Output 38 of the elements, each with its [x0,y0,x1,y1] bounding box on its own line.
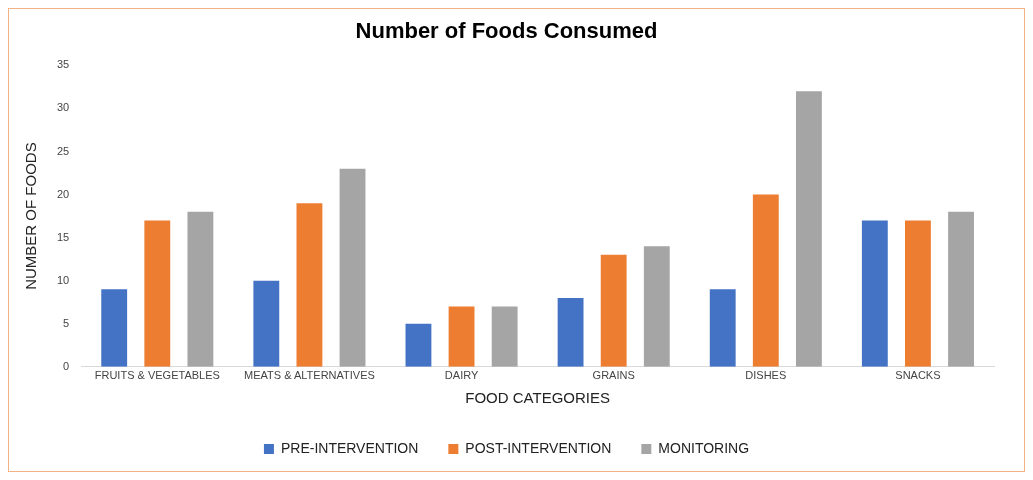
bar [861,220,888,367]
legend-label: POST-INTERVENTION [465,439,612,456]
legend-label: MONITORING [658,439,750,456]
bar [339,168,366,367]
bar [600,254,627,367]
bar [253,280,280,367]
bar [101,289,128,367]
y-axis-title: NUMBER OF FOODS [22,142,40,290]
x-axis-title: FOOD CATEGORIES [465,389,610,407]
bar [752,194,779,367]
x-tick-label: MEATS & ALTERNATIVES [244,369,375,382]
bar [144,220,171,367]
y-tick-label: 0 [63,359,70,372]
chart-title: Number of Foods Consumed [355,18,658,44]
bar [296,203,323,367]
y-tick-label: 5 [63,316,70,329]
x-tick-label: DAIRY [444,369,479,382]
bar [709,289,736,367]
bar [905,220,931,367]
x-tick-label: FRUITS & VEGETABLES [94,369,220,382]
y-tick-label: 10 [56,273,70,286]
bar [795,91,822,367]
bar [405,323,432,367]
bar [491,306,518,367]
bar [187,211,214,367]
y-tick-label: 15 [56,230,70,243]
x-tick-label: DISHES [745,369,787,382]
x-tick-label: GRAINS [592,369,635,382]
y-tick-label: 35 [56,58,70,71]
bar [948,211,974,367]
y-tick-label: 30 [56,101,70,114]
bar [448,306,475,367]
x-tick-label: SNACKS [895,369,941,382]
bar [643,246,670,367]
y-tick-label: 20 [56,187,70,200]
bar [557,297,584,367]
legend-label: PRE-INTERVENTION [280,439,419,456]
y-tick-label: 25 [56,144,70,157]
